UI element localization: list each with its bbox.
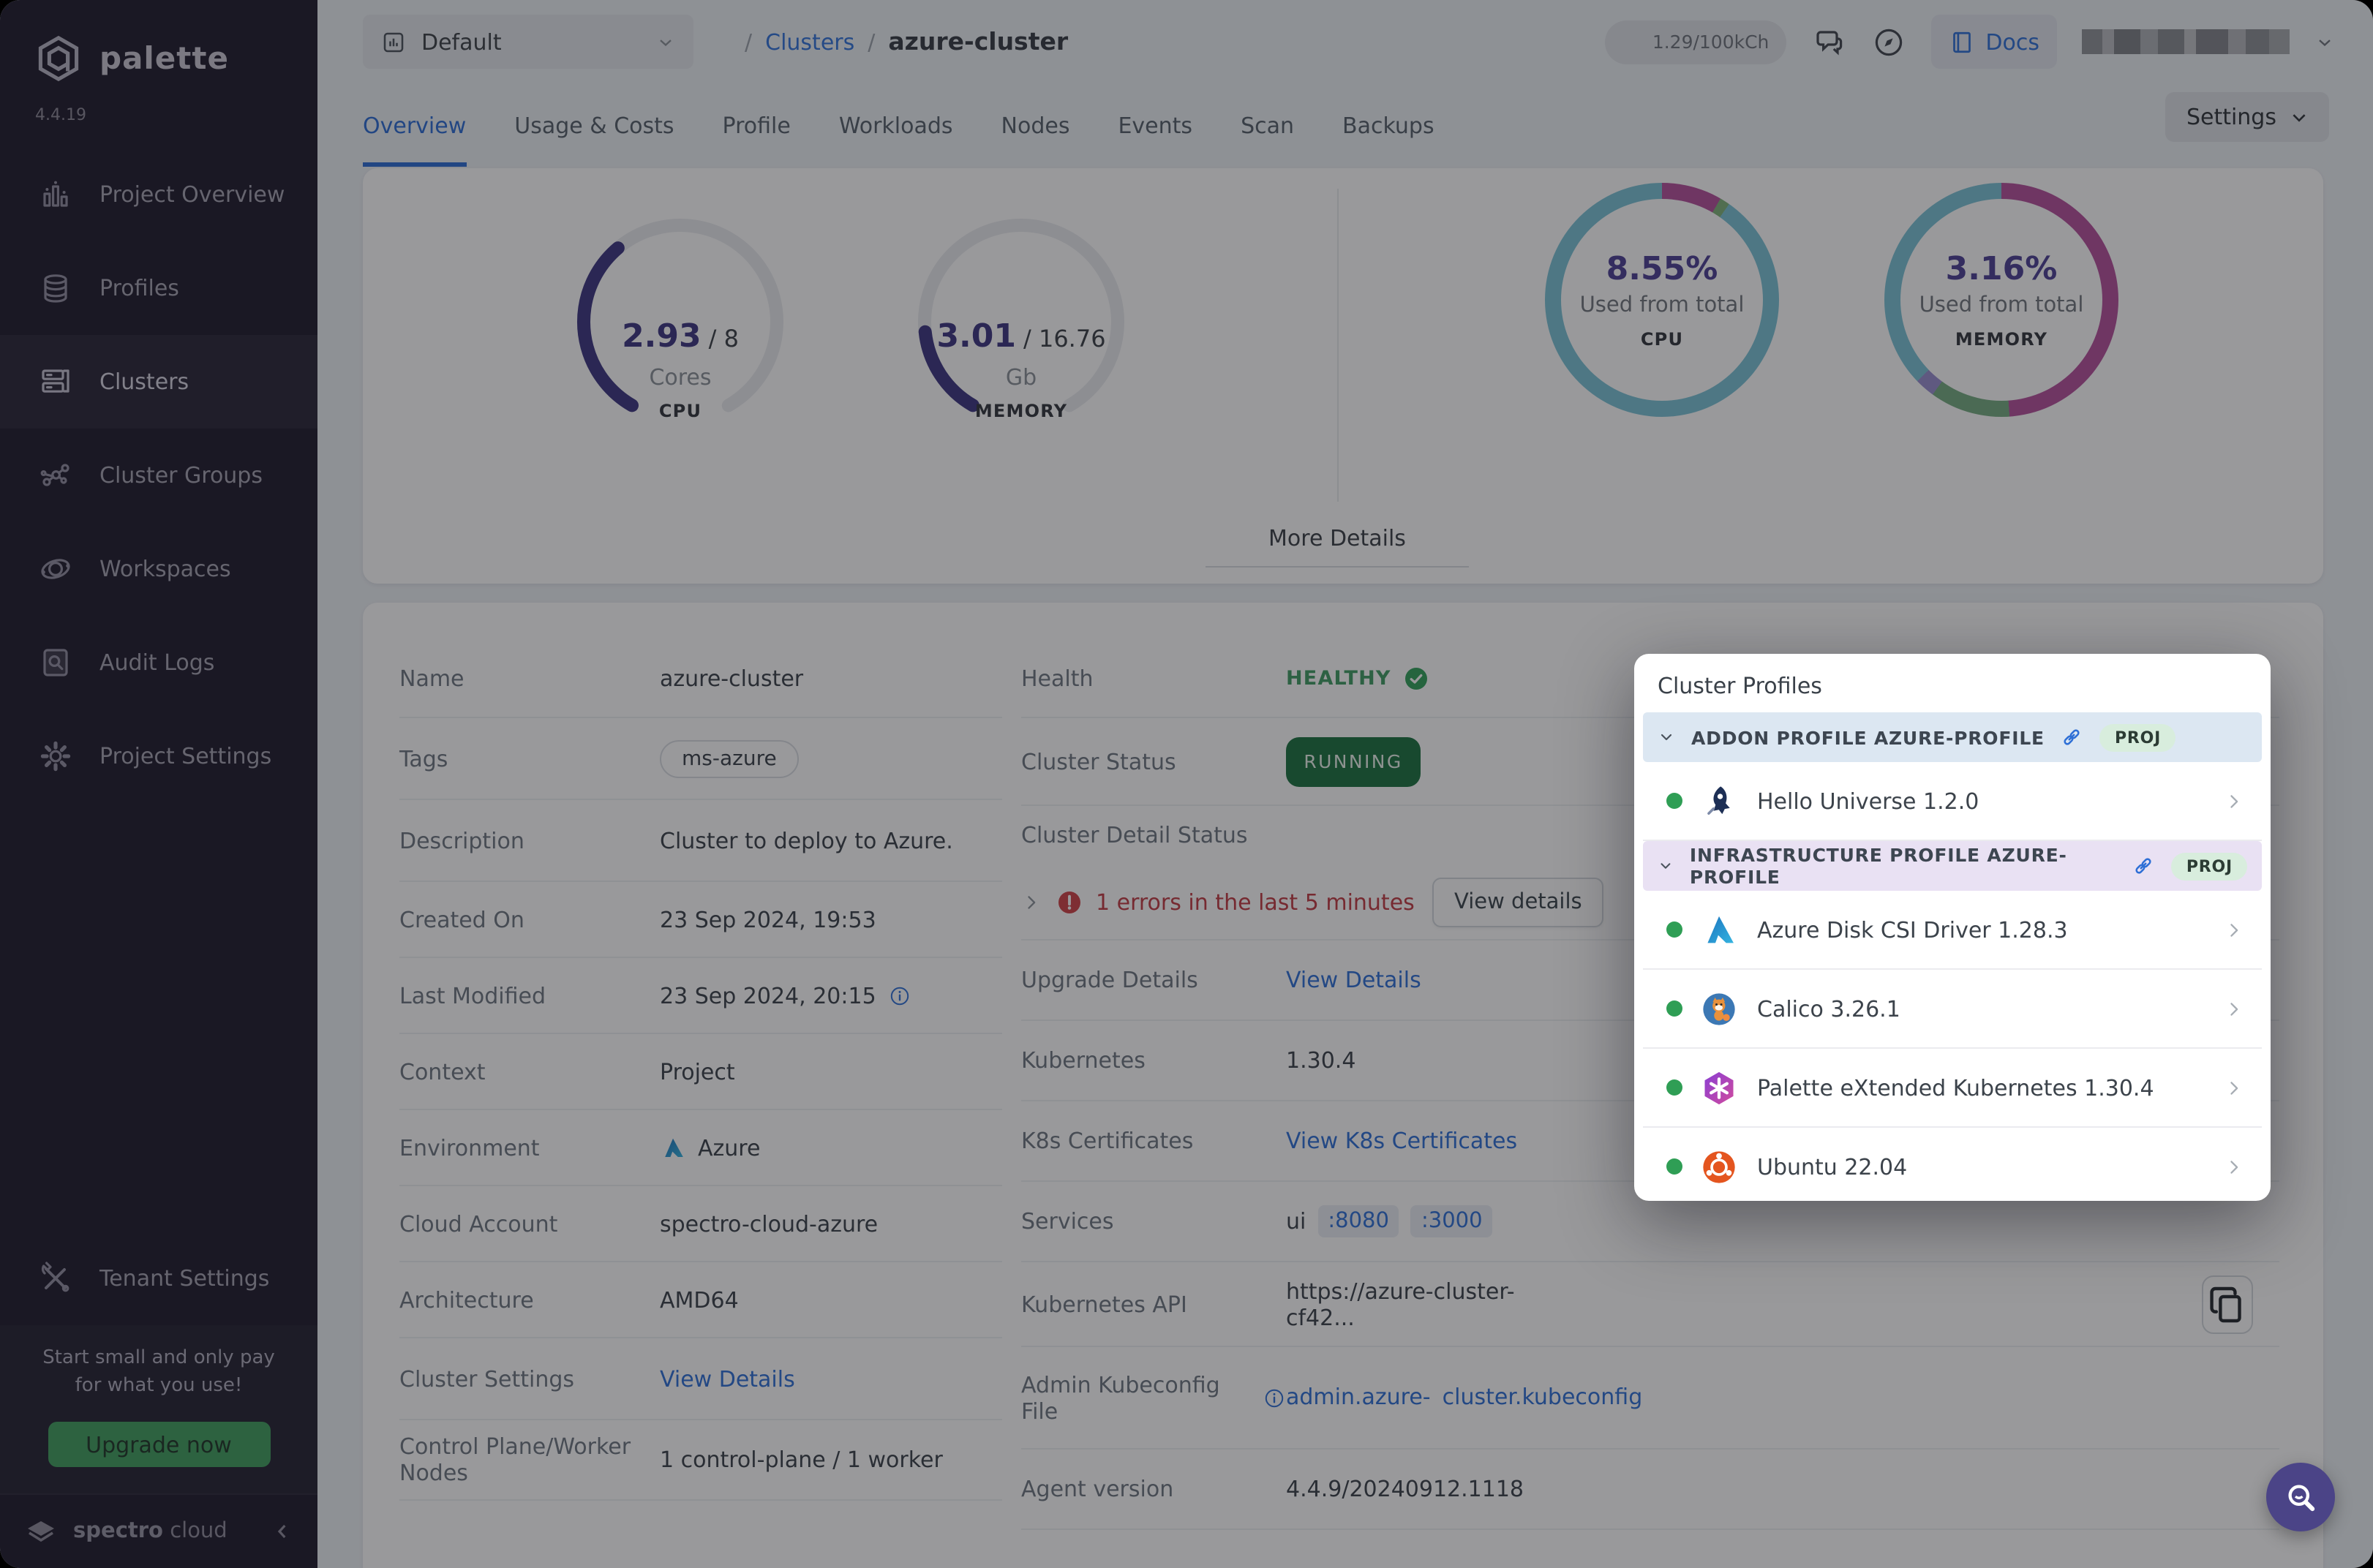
hello-universe-icon (1700, 782, 1738, 820)
chevron-right-icon (2224, 919, 2244, 940)
pack-status-dot (1666, 1000, 1682, 1017)
profile-pack-row-azure-disk-csi-driver-1-28-3[interactable]: Azure Disk CSI Driver 1.28.3 (1643, 891, 2262, 970)
chevron-down-icon (1658, 857, 1674, 875)
search-smile-icon (2282, 1478, 2320, 1516)
search-fab-button[interactable] (2266, 1463, 2335, 1531)
scope-badge: PROJ (2100, 723, 2175, 751)
pack-status-dot (1666, 793, 1682, 809)
profile-section-header-infrastructure-profile-azure-profile[interactable]: INFRASTRUCTURE PROFILE AZURE-PROFILE PRO… (1643, 841, 2262, 891)
scope-badge: PROJ (2172, 852, 2247, 880)
chevron-right-icon (2224, 1156, 2244, 1177)
cluster-profiles-popup: Cluster Profiles ADDON PROFILE AZURE-PRO… (1634, 654, 2271, 1201)
pack-name: Azure Disk CSI Driver 1.28.3 (1757, 916, 2224, 943)
profile-pack-row-palette-extended-kubernetes-1-30-4[interactable]: Palette eXtended Kubernetes 1.30.4 (1643, 1049, 2262, 1128)
chevron-right-icon (2224, 998, 2244, 1019)
pack-status-dot (1666, 921, 1682, 938)
pxk-icon (1700, 1068, 1738, 1107)
pack-name: Palette eXtended Kubernetes 1.30.4 (1757, 1074, 2224, 1101)
pack-status-dot (1666, 1079, 1682, 1096)
calico-icon (1700, 990, 1738, 1028)
profile-section-header-addon-profile-azure-profile[interactable]: ADDON PROFILE AZURE-PROFILE PROJ (1643, 712, 2262, 762)
profile-pack-row-calico-3-26-1[interactable]: Calico 3.26.1 (1643, 970, 2262, 1049)
link-icon (2061, 725, 2084, 749)
pack-name: Calico 3.26.1 (1757, 995, 2224, 1022)
chevron-right-icon (2224, 791, 2244, 811)
popup-body: ADDON PROFILE AZURE-PROFILE PROJ Hello U… (1634, 712, 2271, 1201)
pack-status-dot (1666, 1158, 1682, 1175)
pack-name: Hello Universe 1.2.0 (1757, 788, 2224, 814)
popup-title: Cluster Profiles (1634, 654, 2271, 712)
ubuntu-icon (1700, 1147, 1738, 1186)
palette-app-window: palette 4.4.19 Project OverviewProfilesC… (0, 0, 2373, 1568)
azure-icon (1700, 911, 1738, 949)
profile-pack-row-ubuntu-22-04[interactable]: Ubuntu 22.04 (1643, 1128, 2262, 1201)
profile-section-title: INFRASTRUCTURE PROFILE AZURE-PROFILE (1690, 844, 2116, 888)
profile-pack-row-hello-universe-1-2-0[interactable]: Hello Universe 1.2.0 (1643, 762, 2262, 841)
profile-section-title: ADDON PROFILE AZURE-PROFILE (1691, 726, 2045, 748)
chevron-right-icon (2224, 1077, 2244, 1098)
chevron-down-icon (1658, 728, 1675, 746)
link-icon (2132, 854, 2156, 878)
pack-name: Ubuntu 22.04 (1757, 1153, 2224, 1180)
